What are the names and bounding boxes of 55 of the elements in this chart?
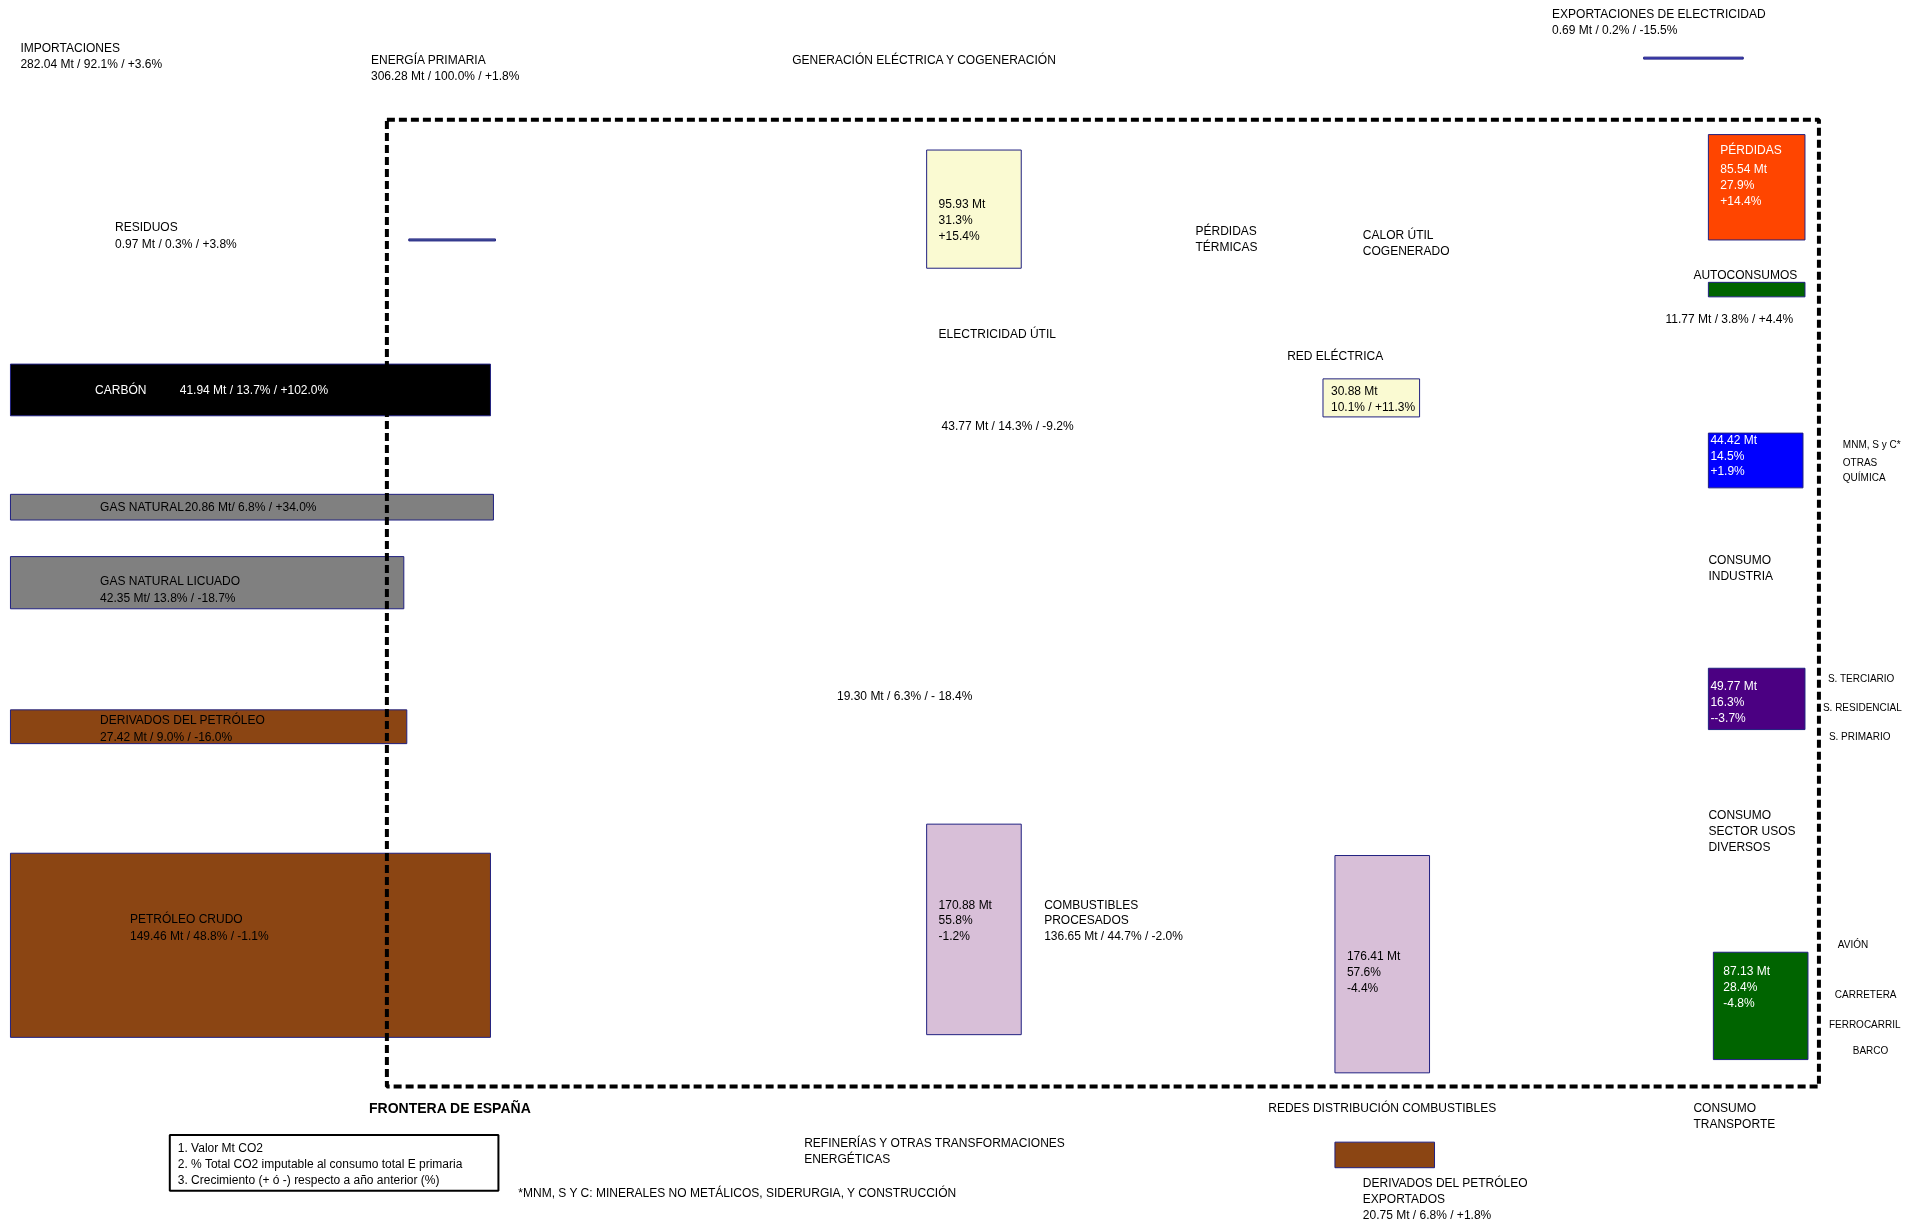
text: OTRAS	[1842, 456, 1878, 468]
text: BARCO	[1852, 1045, 1889, 1057]
text: COMBUSTIBLES PROCESADOS 136.65 Mt / 44.7% / -2.0%	[1044, 897, 1184, 944]
text: ELECTRICIDAD ÚTIL	[938, 326, 1057, 342]
text: CARRETERA	[1834, 989, 1897, 1001]
category-label: DERIVADOS DEL PETRÓLEO	[100, 711, 265, 727]
text: CALOR ÚTIL COGENERADO	[1362, 226, 1450, 258]
category-label: CONSUMO INDUSTRIA	[1708, 552, 1774, 583]
category-label: GENERACIÓN ELÉCTRICA Y COGENERACIÓN	[792, 52, 1056, 68]
data-label: 95.93 Mt 31.3% +15.4%	[938, 197, 986, 243]
data-label: 87.13 Mt 28.4% -4.8%	[1723, 964, 1771, 1010]
text: AVIÓN	[1837, 937, 1869, 950]
text: S. TERCIARIO	[1827, 672, 1895, 684]
category-label: DERIVADOS DEL PETRÓLEO EXPORTADOS	[1362, 1174, 1528, 1206]
data-label: 49.77 Mt 16.3% --3.7%	[1710, 679, 1758, 725]
text: 1. Valor Mt CO2 2. % Total CO2 imputable al consumo total E primaria 3. Crecimiento (+ ó -) respecto a año anterior (%)	[177, 1140, 463, 1187]
text: QUÍMICA	[1842, 470, 1886, 483]
text: FRONTERA DE ESPAÑA	[368, 1099, 531, 1117]
data-label: 44.42 Mt 14.5% +1.9%	[1710, 432, 1758, 479]
category-label: CONSUMO SECTOR USOS DIVERSOS	[1708, 808, 1796, 854]
data-label: 170.88 Mt 55.8% -1.2%	[938, 897, 993, 944]
text: 19.30 Mt / 6.3% / - 18.4%	[837, 688, 973, 703]
category-label: PETRÓLEO CRUDO	[129, 911, 243, 927]
data-label: 41.94 Mt / 13.7% / +102.0%	[179, 382, 329, 397]
data-label: 85.54 Mt 27.9% +14.4%	[1720, 162, 1768, 209]
data-label: 30.88 Mt 10.1% / +11.3%	[1330, 383, 1416, 414]
text: ENERGÍA PRIMARIA 306.28 Mt / 100.0% / +1.8%	[370, 52, 520, 83]
data-label: 11.77 Mt / 3.8% / +4.4%	[1665, 312, 1794, 327]
text: S. RESIDENCIAL	[1822, 702, 1903, 714]
text: 43.77 Mt / 14.3% / -9.2%	[941, 418, 1074, 433]
data-label: 176.41 Mt 57.6% -4.4%	[1346, 949, 1401, 996]
data-label: 20.75 Mt / 6.8% / +1.8%	[1362, 1207, 1492, 1222]
category-label: RED ELÉCTRICA	[1287, 348, 1384, 364]
category-label: RESIDUOS	[115, 220, 178, 235]
text: IMPORTACIONES 282.04 Mt / 92.1% / +3.6%	[20, 41, 163, 72]
category-label: EXPORTACIONES DE ELECTRICIDAD	[1552, 7, 1766, 22]
text: *MNM, S Y C: MINERALES NO METÁLICOS, SIDERURGIA, Y CONSTRUCCIÓN	[518, 1184, 957, 1200]
category-label: GAS NATURAL	[100, 500, 185, 515]
data-label: 20.86 Mt/ 6.8% / +34.0%	[184, 500, 317, 515]
text: S. PRIMARIO	[1828, 731, 1891, 743]
data-label: 0.69 Mt / 0.2% / -15.5%	[1552, 23, 1678, 38]
data-label: 27.42 Mt / 9.0% / -16.0%	[100, 729, 233, 744]
category-label: REFINERÍAS Y OTRAS TRANSFORMACIONES ENERGÉTICAS	[804, 1135, 1065, 1166]
category-label: REDES DISTRIBUCIÓN COMBUSTIBLES	[1268, 1100, 1497, 1116]
text: MNM, S y C*	[1842, 439, 1901, 451]
data-label: 42.35 Mt/ 13.8% / -18.7%	[100, 590, 236, 605]
category-label: GAS NATURAL LICUADO	[100, 573, 241, 588]
category-label: CONSUMO TRANSPORTE	[1693, 1101, 1776, 1132]
text: FERROCARRIL	[1828, 1019, 1901, 1031]
category-label: PÉRDIDAS	[1720, 141, 1782, 157]
category-label: CARBÓN	[95, 381, 147, 397]
data-label: 149.46 Mt / 48.8% / -1.1%	[129, 929, 270, 944]
data-label: 0.97 Mt / 0.3% / +3.8%	[115, 236, 238, 251]
text: PÉRDIDAS TÉRMICAS	[1195, 222, 1258, 254]
category-label: AUTOCONSUMOS	[1693, 267, 1798, 282]
